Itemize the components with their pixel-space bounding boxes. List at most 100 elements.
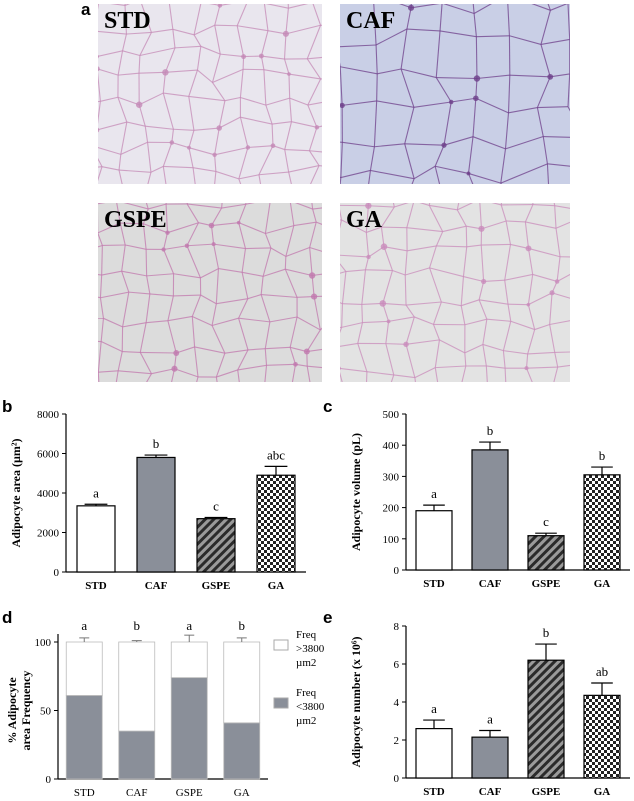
legend-label-above: Freq <box>296 629 317 641</box>
bar-ga <box>256 474 296 573</box>
x-tick-label: GSPE <box>532 578 561 590</box>
bar-caf <box>136 456 176 573</box>
y-axis-label-line2: area Frequency <box>19 671 33 751</box>
x-tick-label: GA <box>268 580 285 592</box>
y-tick-label: 0 <box>394 565 400 577</box>
cell-membranes <box>340 4 570 184</box>
x-tick-label: STD <box>85 580 106 592</box>
y-tick-label: 100 <box>35 637 52 649</box>
micrograph-std: STD <box>98 4 322 184</box>
x-tick-label: CAF <box>145 580 168 592</box>
significance-letter: b <box>543 625 550 640</box>
y-tick-label: 50 <box>40 706 52 718</box>
significance-letter: a <box>81 618 87 633</box>
chart-adipocyte-number: Adipocyte number (x 10⁶) 0 2 4 6 8 a STD a CAF b GS… <box>349 621 630 798</box>
significance-letter: c <box>543 514 549 529</box>
x-tick-label: STD <box>423 578 444 590</box>
legend-label-below: <3800 <box>296 701 325 713</box>
y-tick-label: 6000 <box>37 449 60 461</box>
significance-letter: b <box>487 423 494 438</box>
x-tick-label: GSPE <box>202 580 231 592</box>
bar-std <box>415 727 453 779</box>
y-tick-label: 0 <box>394 773 400 785</box>
bar-std <box>415 510 453 571</box>
bar-ga <box>583 474 621 571</box>
x-tick-label: GA <box>594 578 611 590</box>
cell-membranes <box>340 203 570 382</box>
y-axis-label: Adipocyte number (x 10⁶) <box>349 636 363 767</box>
y-tick-label: 100 <box>383 534 400 546</box>
bar-below-3800 <box>170 677 208 780</box>
micrograph-gspe-image <box>98 203 322 382</box>
y-tick-label: 6 <box>394 659 400 671</box>
micrograph-caf-image <box>340 4 570 184</box>
panel-letter-b: b <box>2 397 13 416</box>
y-axis-label: Adipocyte volume (pL) <box>349 433 363 551</box>
significance-letter: a <box>186 618 192 633</box>
significance-letter: b <box>134 618 141 633</box>
x-tick-label: CAF <box>479 786 502 798</box>
legend-label-above: >3800 <box>296 643 325 655</box>
y-axis-label-line1: % Adipocyte <box>5 677 19 744</box>
significance-letter: b <box>153 436 160 451</box>
significance-letter: c <box>213 498 219 513</box>
y-tick-label: 0 <box>46 774 52 786</box>
y-tick-label: 4000 <box>37 488 60 500</box>
bar-caf <box>471 449 509 571</box>
bar-below-3800 <box>118 730 156 780</box>
bar-below-3800 <box>223 722 261 780</box>
legend-label-above: µm2 <box>296 657 316 669</box>
micrograph-gspe: GSPE <box>98 203 322 382</box>
x-tick-label: STD <box>423 786 444 798</box>
cell-membranes <box>98 4 322 184</box>
y-tick-label: 2000 <box>37 528 60 540</box>
significance-letter: ab <box>596 664 608 679</box>
legend-swatch-above <box>273 639 289 651</box>
bar-above-3800 <box>118 641 156 732</box>
bar-above-3800 <box>65 641 103 696</box>
y-tick-label: 200 <box>383 503 400 515</box>
legend-swatch-below <box>273 697 289 709</box>
x-tick-label: GSPE <box>176 787 203 799</box>
y-tick-label: 2 <box>394 735 400 747</box>
micrograph-std-label: STD <box>104 8 151 34</box>
y-tick-label: 0 <box>54 567 60 579</box>
y-tick-label: 300 <box>383 471 400 483</box>
x-tick-label: STD <box>74 787 95 799</box>
bar-caf <box>471 736 509 779</box>
legend-label-below: µm2 <box>296 715 316 727</box>
bar-gspe <box>196 518 236 573</box>
chart-area-frequency: % Adipocyte area Frequency 0 50 100 a STD b CAF a… <box>5 618 325 799</box>
y-axis-label: Adipocyte area (µm²) <box>9 439 23 548</box>
micrograph-gspe-label: GSPE <box>104 207 167 233</box>
panel-letter-a: a <box>81 0 91 19</box>
micrograph-ga: GA <box>340 203 570 382</box>
panel-letter-d: d <box>2 608 13 627</box>
micrograph-caf: CAF <box>340 4 570 184</box>
bar-below-3800 <box>65 695 103 780</box>
significance-letter: a <box>431 486 437 501</box>
y-tick-label: 500 <box>383 409 400 421</box>
bar-gspe <box>527 659 565 779</box>
significance-letter: b <box>239 618 246 633</box>
bar-above-3800 <box>223 641 261 724</box>
significance-letter: b <box>599 448 606 463</box>
y-tick-label: 8 <box>394 621 400 633</box>
chart-adipocyte-area: Adipocyte area (µm²) 0 2000 4000 6000 8000 a ST… <box>9 409 306 592</box>
x-tick-label: CAF <box>479 578 502 590</box>
panel-letter-e: e <box>323 608 333 627</box>
significance-letter: abc <box>267 447 285 462</box>
bar-gspe <box>527 535 565 571</box>
y-tick-label: 400 <box>383 440 400 452</box>
x-tick-label: CAF <box>126 787 147 799</box>
y-tick-label: 4 <box>394 697 400 709</box>
tissue-background <box>340 4 570 184</box>
significance-letter: a <box>93 485 99 500</box>
legend-label-below: Freq <box>296 687 317 699</box>
micrograph-ga-label: GA <box>346 207 382 233</box>
y-tick-label: 8000 <box>37 409 60 421</box>
micrograph-caf-label: CAF <box>346 8 396 34</box>
bar-above-3800 <box>170 641 208 679</box>
panel-letter-c: c <box>323 397 333 416</box>
micrograph-std-image <box>98 4 322 184</box>
